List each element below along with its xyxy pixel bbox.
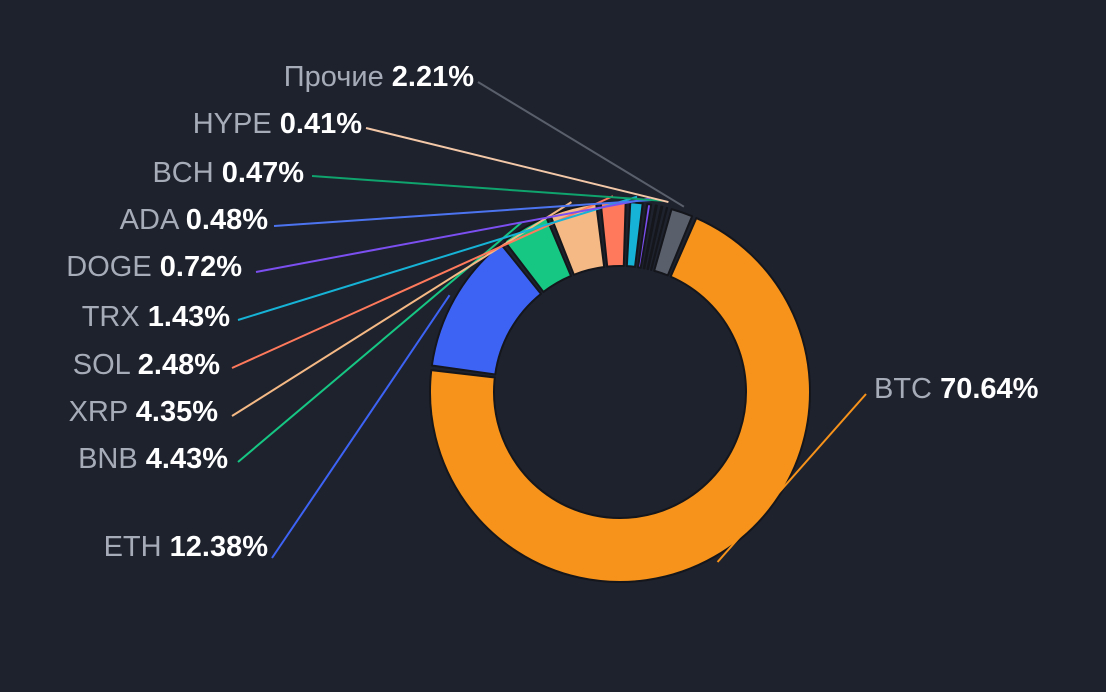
slice-trx[interactable]: [625, 201, 644, 268]
slice-label-name: DOGE: [66, 251, 159, 283]
donut-slices: [429, 201, 811, 583]
slice-bch[interactable]: [646, 205, 664, 271]
slice-label-name: SOL: [73, 349, 138, 381]
slice-label-name: HYPE: [193, 108, 280, 140]
slice-label-value: 4.35%: [136, 396, 218, 428]
leader-line-doge: [255, 197, 651, 273]
slice-labels: BTC 70.64% ETH 12.38% BNB 4.43% XRP 4.35% SO…: [66, 61, 1038, 563]
slice-label-name: Прочие: [284, 61, 392, 93]
slice-label-value: 0.41%: [280, 108, 362, 140]
slice-label--: Прочие 2.21%: [284, 61, 474, 93]
slice-label-btc: BTC 70.64%: [874, 373, 1039, 405]
slice-label-name: BTC: [874, 373, 940, 405]
leader-line-btc: [716, 393, 867, 563]
slice-label-name: ADA: [120, 204, 186, 236]
slice-label-value: 0.47%: [222, 157, 304, 189]
slice-label-name: ETH: [104, 531, 170, 563]
slice-doge[interactable]: [637, 202, 653, 269]
slice-xrp[interactable]: [549, 202, 606, 276]
slice-label-value: 1.43%: [148, 301, 230, 333]
slice--[interactable]: [653, 208, 694, 277]
slice-sol[interactable]: [599, 201, 627, 268]
leader-line-hype: [365, 127, 669, 204]
slice-label-name: TRX: [82, 301, 148, 333]
label-leader-lines: [231, 81, 867, 563]
slice-label-value: 12.38%: [170, 531, 269, 563]
slice-label-sol: SOL 2.48%: [73, 349, 220, 381]
leader-line--: [477, 81, 685, 208]
slice-eth[interactable]: [430, 242, 542, 376]
slice-label-value: 2.48%: [138, 349, 220, 381]
slice-label-doge: DOGE 0.72%: [66, 251, 242, 283]
slice-label-bnb: BNB 4.43%: [78, 443, 228, 475]
slice-label-name: XRP: [69, 396, 136, 428]
leader-line-eth: [271, 294, 451, 559]
slice-label-name: BNB: [78, 443, 146, 475]
slice-label-ada: ADA 0.48%: [120, 204, 269, 236]
slice-label-value: 2.21%: [392, 61, 474, 93]
slice-label-trx: TRX 1.43%: [82, 301, 231, 333]
slice-label-value: 0.48%: [186, 204, 268, 236]
slice-ada[interactable]: [642, 204, 658, 270]
slice-label-value: 4.43%: [146, 443, 228, 475]
slice-label-value: 70.64%: [940, 373, 1039, 405]
slice-label-eth: ETH 12.38%: [104, 531, 269, 563]
slice-label-xrp: XRP 4.35%: [69, 396, 219, 428]
slice-label-hype: HYPE 0.41%: [193, 108, 362, 140]
slice-hype[interactable]: [650, 206, 669, 271]
slice-label-bch: BCH 0.47%: [152, 157, 304, 189]
slice-label-name: BCH: [152, 157, 221, 189]
leader-line-trx: [237, 195, 638, 321]
slice-label-value: 0.72%: [160, 251, 242, 283]
leader-line-xrp: [231, 201, 572, 417]
slice-btc[interactable]: [429, 217, 811, 583]
leader-line-ada: [273, 198, 658, 227]
leader-line-bch: [311, 175, 664, 202]
slice-bnb[interactable]: [503, 215, 573, 293]
